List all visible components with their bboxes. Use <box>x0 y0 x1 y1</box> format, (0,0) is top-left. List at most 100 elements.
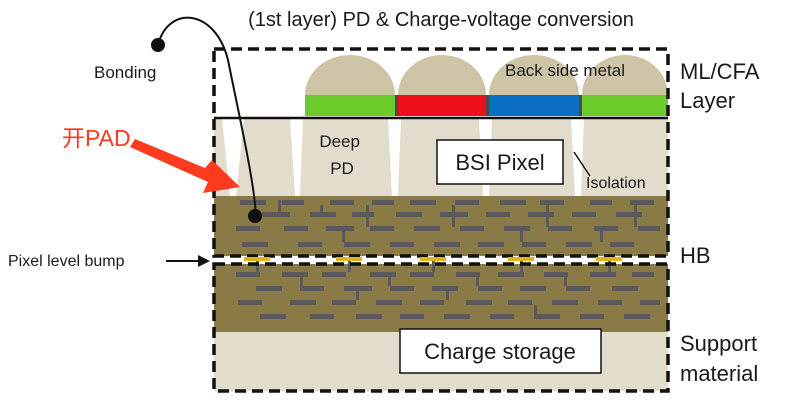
metal-line <box>452 205 455 227</box>
microlens <box>398 55 486 95</box>
back-side-metal <box>579 95 582 116</box>
metal-line <box>520 261 523 272</box>
metal-line <box>256 261 259 272</box>
charge-storage-box <box>399 328 602 374</box>
metal-line <box>256 286 282 291</box>
metal-line <box>290 300 316 305</box>
metal-line <box>434 242 460 247</box>
pixel-level-bumps <box>244 257 622 261</box>
metal-line <box>534 314 560 319</box>
metal-line <box>410 200 436 205</box>
metal-line <box>566 286 590 291</box>
metal-line <box>322 272 346 277</box>
metal-line <box>326 226 354 231</box>
metal-line <box>446 291 449 300</box>
microlens <box>489 55 579 95</box>
bond-pad-ball-icon <box>248 209 262 223</box>
metal-line <box>390 286 414 291</box>
metal-line <box>460 226 484 231</box>
metal-line <box>388 277 391 286</box>
metal-line <box>344 286 372 291</box>
microlens <box>582 55 668 95</box>
metal-line <box>564 277 567 286</box>
metal-line <box>612 286 638 291</box>
metal-line <box>432 286 458 291</box>
metal-line <box>476 277 479 286</box>
isolation-trench <box>388 118 401 196</box>
metal-line <box>396 212 422 217</box>
metal-line <box>572 212 596 217</box>
top-layer <box>212 47 670 258</box>
pixel-level-bump-label: Pixel level bump <box>8 253 125 270</box>
metal-line <box>486 212 510 217</box>
bonding-wire <box>151 16 262 223</box>
isolation-trench <box>290 118 303 196</box>
metal-line <box>552 300 578 305</box>
back-side-metal <box>395 95 398 116</box>
metal-line <box>236 226 260 231</box>
hb-label: HB <box>680 243 711 268</box>
metal-line <box>455 200 479 205</box>
metal-line <box>634 205 637 227</box>
metal-line <box>432 261 435 272</box>
black-arrow-icon <box>166 255 210 267</box>
title-text: (1st layer) PD & Charge-voltage conversi… <box>248 9 634 31</box>
metal-line <box>282 272 308 277</box>
metal-line <box>534 305 537 314</box>
metal-line <box>284 226 308 231</box>
metal-line <box>262 212 290 217</box>
metal-line <box>500 200 526 205</box>
metal-line <box>590 272 616 277</box>
green-color-filter <box>305 95 395 116</box>
metal-line <box>344 242 370 247</box>
metal-line <box>410 272 434 277</box>
metal-line <box>598 300 622 305</box>
metal-line <box>490 314 514 319</box>
metal-line <box>630 200 654 205</box>
metal-line <box>242 242 268 247</box>
metal-line <box>548 226 572 231</box>
metal-line <box>330 200 354 205</box>
bond-ball-icon <box>151 38 165 52</box>
metal-line <box>456 272 480 277</box>
isolation-leader <box>573 151 591 177</box>
metal-line <box>590 200 612 205</box>
metal-line <box>282 200 304 205</box>
metal-line <box>236 272 260 277</box>
metal-line <box>366 205 369 227</box>
metal-line <box>616 212 642 217</box>
metal-line <box>528 212 554 217</box>
metal-line <box>498 272 524 277</box>
metal-line <box>348 261 351 272</box>
green-color-filter <box>582 95 668 116</box>
metal-line <box>414 226 440 231</box>
open-pad-label: 开PAD <box>62 125 131 151</box>
metal-line <box>522 242 546 247</box>
metal-line <box>300 286 324 291</box>
metal-line <box>638 226 660 231</box>
metal-line <box>504 226 530 231</box>
metal-line <box>520 286 546 291</box>
bottom-layer-boundary <box>212 262 670 393</box>
ml-cfa-layer-label: ML/CFA Layer <box>680 59 764 113</box>
metal-line <box>632 272 654 277</box>
metal-line <box>376 300 402 305</box>
metal-line <box>544 272 568 277</box>
metal-line <box>580 314 604 319</box>
metal-line <box>420 300 444 305</box>
metal-line <box>372 200 394 205</box>
metal-line <box>320 205 323 217</box>
metal-line <box>370 226 394 231</box>
metal-line <box>390 242 414 247</box>
metal-line <box>466 300 492 305</box>
red-color-filter <box>398 95 486 116</box>
metal-line <box>310 314 334 319</box>
metal-line <box>478 286 502 291</box>
metal-line <box>600 231 603 242</box>
red-arrow-icon <box>130 139 240 193</box>
metal-line <box>608 261 611 272</box>
metal-line <box>342 231 345 242</box>
metal-line <box>238 300 262 305</box>
metal-lines <box>236 200 660 247</box>
